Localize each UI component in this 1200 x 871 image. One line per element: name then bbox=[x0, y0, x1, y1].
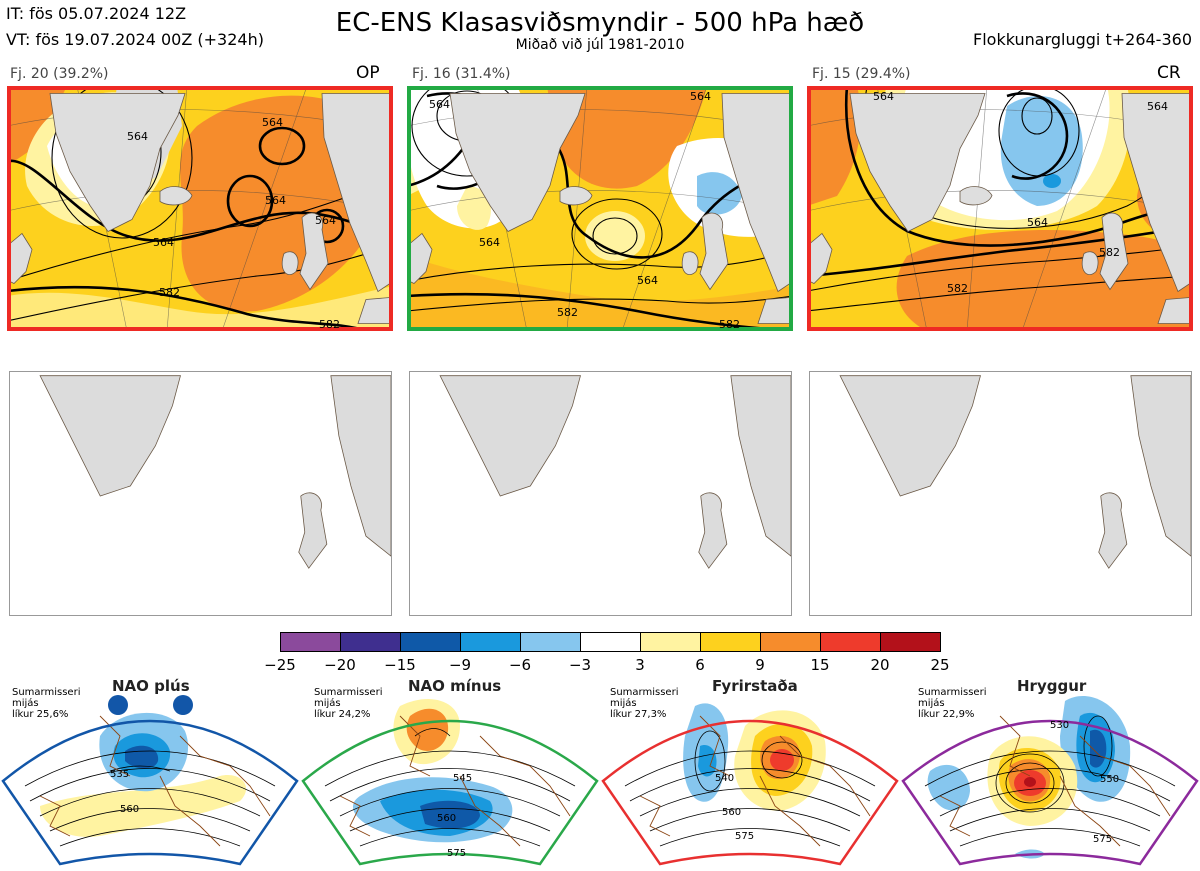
regime-blocking: Fyrirstaða Sumarmisseri mijás líkur 27,3… bbox=[600, 676, 900, 871]
contour-label: 545 bbox=[453, 773, 473, 784]
colorbar-tick: 15 bbox=[810, 656, 830, 674]
contour-label: 540 bbox=[715, 773, 735, 784]
cluster-1-tag: OP bbox=[356, 63, 380, 83]
regime-nao-plus: NAO plús Sumarmisseri mijás líkur 25,6% … bbox=[0, 676, 300, 871]
cluster-2-map: 564 564 564 564 582 582 bbox=[407, 86, 793, 331]
contour-label: 560 bbox=[437, 813, 457, 824]
contour-label: 582 bbox=[947, 282, 968, 295]
contour-label: 530 bbox=[1050, 720, 1070, 731]
colorbar-tick: 20 bbox=[870, 656, 890, 674]
contour-label: 582 bbox=[719, 318, 740, 331]
colorbar-tick: 25 bbox=[930, 656, 950, 674]
empty-map-3 bbox=[809, 371, 1192, 616]
colorbar-cell bbox=[820, 632, 881, 652]
regime-nao-minus: NAO mínus Sumarmisseri mijás líkur 24,2%… bbox=[300, 676, 600, 871]
colorbar-cell bbox=[400, 632, 461, 652]
page-title: EC-ENS Klasasviðsmyndir - 500 hPa hæð bbox=[335, 8, 865, 38]
regime-dot bbox=[472, 695, 492, 715]
regime-stats: Sumarmisseri mijás líkur 22,9% bbox=[918, 687, 987, 720]
colorbar-cell bbox=[700, 632, 761, 652]
cluster-window: Flokkunargluggi t+264-360 bbox=[973, 30, 1192, 49]
cluster-3-label: Fj. 15 (29.4%) bbox=[812, 66, 911, 82]
contour-label: 582 bbox=[159, 286, 180, 299]
colorbar-tick: −25 bbox=[264, 656, 296, 674]
regime-dot bbox=[700, 695, 720, 715]
regime-dot bbox=[1001, 695, 1021, 715]
colorbar-tick: 9 bbox=[755, 656, 765, 674]
contour-label: 575 bbox=[735, 831, 755, 842]
contour-label: 564 bbox=[637, 274, 658, 287]
regime-dot bbox=[1076, 695, 1096, 715]
contour-label: 575 bbox=[1093, 834, 1113, 845]
colorbar-cell bbox=[340, 632, 401, 652]
regime-dot bbox=[173, 695, 193, 715]
colorbar-cell bbox=[760, 632, 821, 652]
colorbar-tick: −15 bbox=[384, 656, 416, 674]
contour-label: 564 bbox=[690, 90, 711, 103]
contour-label: 582 bbox=[1099, 246, 1120, 259]
contour-label: 582 bbox=[319, 318, 340, 331]
colorbar-tick: −20 bbox=[324, 656, 356, 674]
colorbar-cell bbox=[520, 632, 581, 652]
regime-dot bbox=[406, 695, 426, 715]
regime-title: Fyrirstaða bbox=[712, 677, 798, 695]
colorbar-cell bbox=[280, 632, 341, 652]
colorbar-tick: 6 bbox=[695, 656, 705, 674]
contour-label: 564 bbox=[429, 98, 450, 111]
regime-dot bbox=[108, 695, 128, 715]
empty-map-1 bbox=[9, 371, 392, 616]
contour-label: 550 bbox=[1100, 774, 1120, 785]
colorbar-cell bbox=[580, 632, 641, 652]
cluster-1-map: 564 564 564 564 564 582 582 bbox=[7, 86, 393, 331]
cluster-1-label: Fj. 20 (39.2%) bbox=[10, 66, 109, 82]
contour-label: 582 bbox=[557, 306, 578, 319]
contour-label: 575 bbox=[447, 848, 467, 859]
contour-label: 564 bbox=[153, 236, 174, 249]
contour-label: 535 bbox=[110, 769, 130, 780]
cluster-3-map: 564 564 564 582 582 bbox=[807, 86, 1193, 331]
cluster-3-tag: CR bbox=[1157, 63, 1181, 83]
regime-title: NAO mínus bbox=[408, 677, 502, 695]
regime-ridge: Hryggur Sumarmisseri mijás líkur 22,9% 5… bbox=[900, 676, 1200, 871]
valid-time: VT: fös 19.07.2024 00Z (+324h) bbox=[6, 30, 264, 49]
colorbar-cell bbox=[460, 632, 521, 652]
colorbar-tick: −9 bbox=[448, 656, 472, 674]
regime-title: Hryggur bbox=[1017, 677, 1087, 695]
contour-label: 564 bbox=[265, 194, 286, 207]
empty-map-2 bbox=[409, 371, 792, 616]
contour-label: 564 bbox=[262, 116, 283, 129]
contour-label: 560 bbox=[722, 807, 742, 818]
colorbar-tick: 3 bbox=[635, 656, 645, 674]
regime-stats: Sumarmisseri mijás líkur 27,3% bbox=[610, 687, 679, 720]
regime-title: NAO plús bbox=[112, 677, 190, 695]
regime-stats: Sumarmisseri mijás líkur 25,6% bbox=[12, 687, 81, 720]
contour-label: 564 bbox=[479, 236, 500, 249]
init-time: IT: fös 05.07.2024 12Z bbox=[6, 4, 187, 23]
cluster-2-label: Fj. 16 (31.4%) bbox=[412, 66, 511, 82]
contour-label: 564 bbox=[315, 214, 336, 227]
colorbar-cell bbox=[640, 632, 701, 652]
colorbar-cell bbox=[880, 632, 941, 652]
colorbar-tick: −3 bbox=[568, 656, 592, 674]
page-subtitle: Miðað við júl 1981-2010 bbox=[515, 37, 685, 53]
regime-dot bbox=[776, 695, 796, 715]
contour-label: 564 bbox=[873, 90, 894, 103]
contour-label: 560 bbox=[120, 804, 140, 815]
colorbar-tick: −6 bbox=[508, 656, 532, 674]
regime-stats: Sumarmisseri mijás líkur 24,2% bbox=[314, 687, 383, 720]
contour-label: 564 bbox=[1027, 216, 1048, 229]
contour-label: 564 bbox=[1147, 100, 1168, 113]
contour-label: 564 bbox=[127, 130, 148, 143]
